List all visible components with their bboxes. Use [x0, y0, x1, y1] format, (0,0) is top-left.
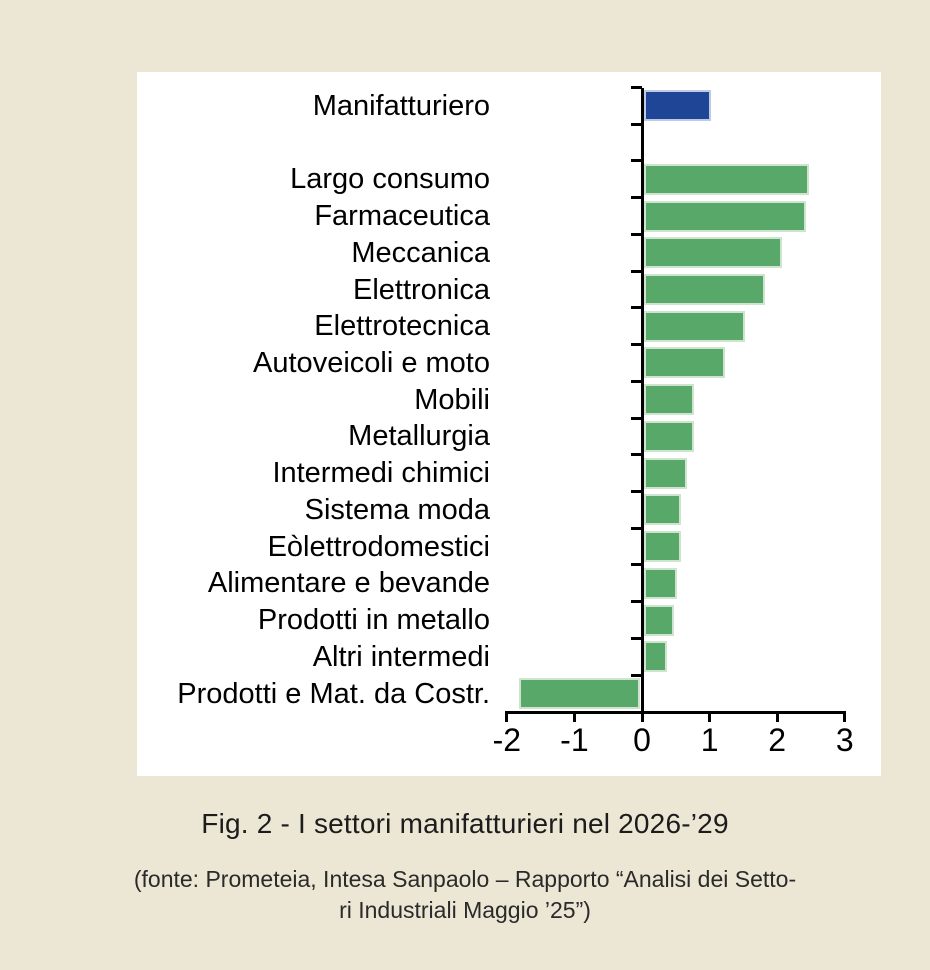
x-axis-tick-label: 3 — [835, 722, 854, 758]
y-axis-tick — [631, 416, 642, 420]
bar — [643, 457, 688, 489]
y-axis-tick — [631, 306, 642, 310]
x-axis-tick — [505, 714, 509, 722]
x-axis-tick-label: -1 — [560, 722, 589, 758]
bar — [643, 347, 725, 379]
x-axis-tick — [843, 714, 847, 722]
bar — [643, 641, 668, 673]
chart-panel: -2 -1 0 1 2 3 Manifatturiero Largo consumo Farma… — [137, 72, 881, 776]
bar — [643, 384, 695, 416]
category-label: Autoveicoli e moto — [253, 346, 490, 379]
x-axis-line — [505, 711, 847, 714]
y-axis-tick — [631, 343, 642, 347]
category-label: Mobili — [414, 383, 490, 416]
y-axis-tick — [631, 526, 642, 530]
bar — [643, 531, 681, 563]
bar — [518, 678, 641, 710]
bar — [643, 274, 766, 305]
category-label: Elettronica — [352, 273, 490, 306]
category-label: Meccanica — [351, 236, 490, 269]
bar — [643, 237, 783, 269]
x-axis-tick-label: 2 — [768, 722, 787, 758]
category-label: Prodotti in metallo — [257, 604, 490, 637]
bar — [643, 163, 810, 195]
category-label: Largo consumo — [290, 163, 490, 196]
category-label: Intermedi chimici — [272, 457, 490, 490]
category-label: Prodotti e Mat. da Costr. — [177, 677, 490, 710]
figure-source: (fonte: Prometeia, Intesa Sanpaolo – Rap… — [0, 864, 930, 926]
bar — [643, 604, 674, 636]
category-label: Farmaceutica — [314, 200, 490, 233]
y-axis-tick — [631, 232, 642, 236]
bar — [643, 494, 681, 526]
bar — [643, 310, 745, 342]
y-axis-line — [640, 87, 644, 714]
bar — [643, 567, 678, 599]
y-axis-tick — [631, 673, 642, 677]
bar — [643, 200, 806, 232]
y-axis-tick — [631, 453, 642, 457]
y-axis-tick — [631, 269, 642, 273]
category-label: Elettrotecnica — [314, 310, 490, 343]
category-label: Eòlettrodomestici — [267, 530, 490, 563]
y-axis-tick — [631, 563, 642, 567]
category-label: Alimentare e bevande — [207, 567, 490, 600]
y-axis-tick — [631, 159, 642, 163]
source-line-2: ri Industriali Maggio ’25”) — [339, 897, 591, 923]
category-label: Manifatturiero — [312, 89, 490, 122]
category-label: Sistema moda — [304, 493, 490, 526]
category-label: Metallurgia — [348, 420, 490, 453]
x-axis-tick-label: 1 — [700, 722, 719, 758]
source-line-1: (fonte: Prometeia, Intesa Sanpaolo – Rap… — [133, 866, 797, 892]
figure-caption: Fig. 2 - I settori manifatturieri nel 20… — [201, 808, 729, 839]
y-axis-tick — [631, 86, 642, 89]
y-axis-tick — [631, 122, 642, 126]
y-axis-tick — [631, 379, 642, 383]
category-label: Altri intermedi — [312, 640, 490, 673]
x-axis-tick — [640, 714, 644, 722]
x-axis-tick-label: -2 — [492, 722, 522, 758]
y-axis-tick — [631, 490, 642, 494]
bar — [643, 420, 695, 452]
y-axis-tick — [631, 600, 642, 604]
y-axis-tick — [631, 636, 642, 640]
x-axis-tick-label: 0 — [633, 722, 651, 758]
x-axis-tick — [708, 714, 712, 722]
y-axis-tick — [631, 196, 642, 200]
x-axis-tick — [572, 714, 576, 722]
x-axis-tick — [775, 714, 779, 722]
bar — [643, 90, 712, 122]
bar-chart: -2 -1 0 1 2 3 Manifatturiero Largo consumo Farma… — [137, 72, 881, 776]
